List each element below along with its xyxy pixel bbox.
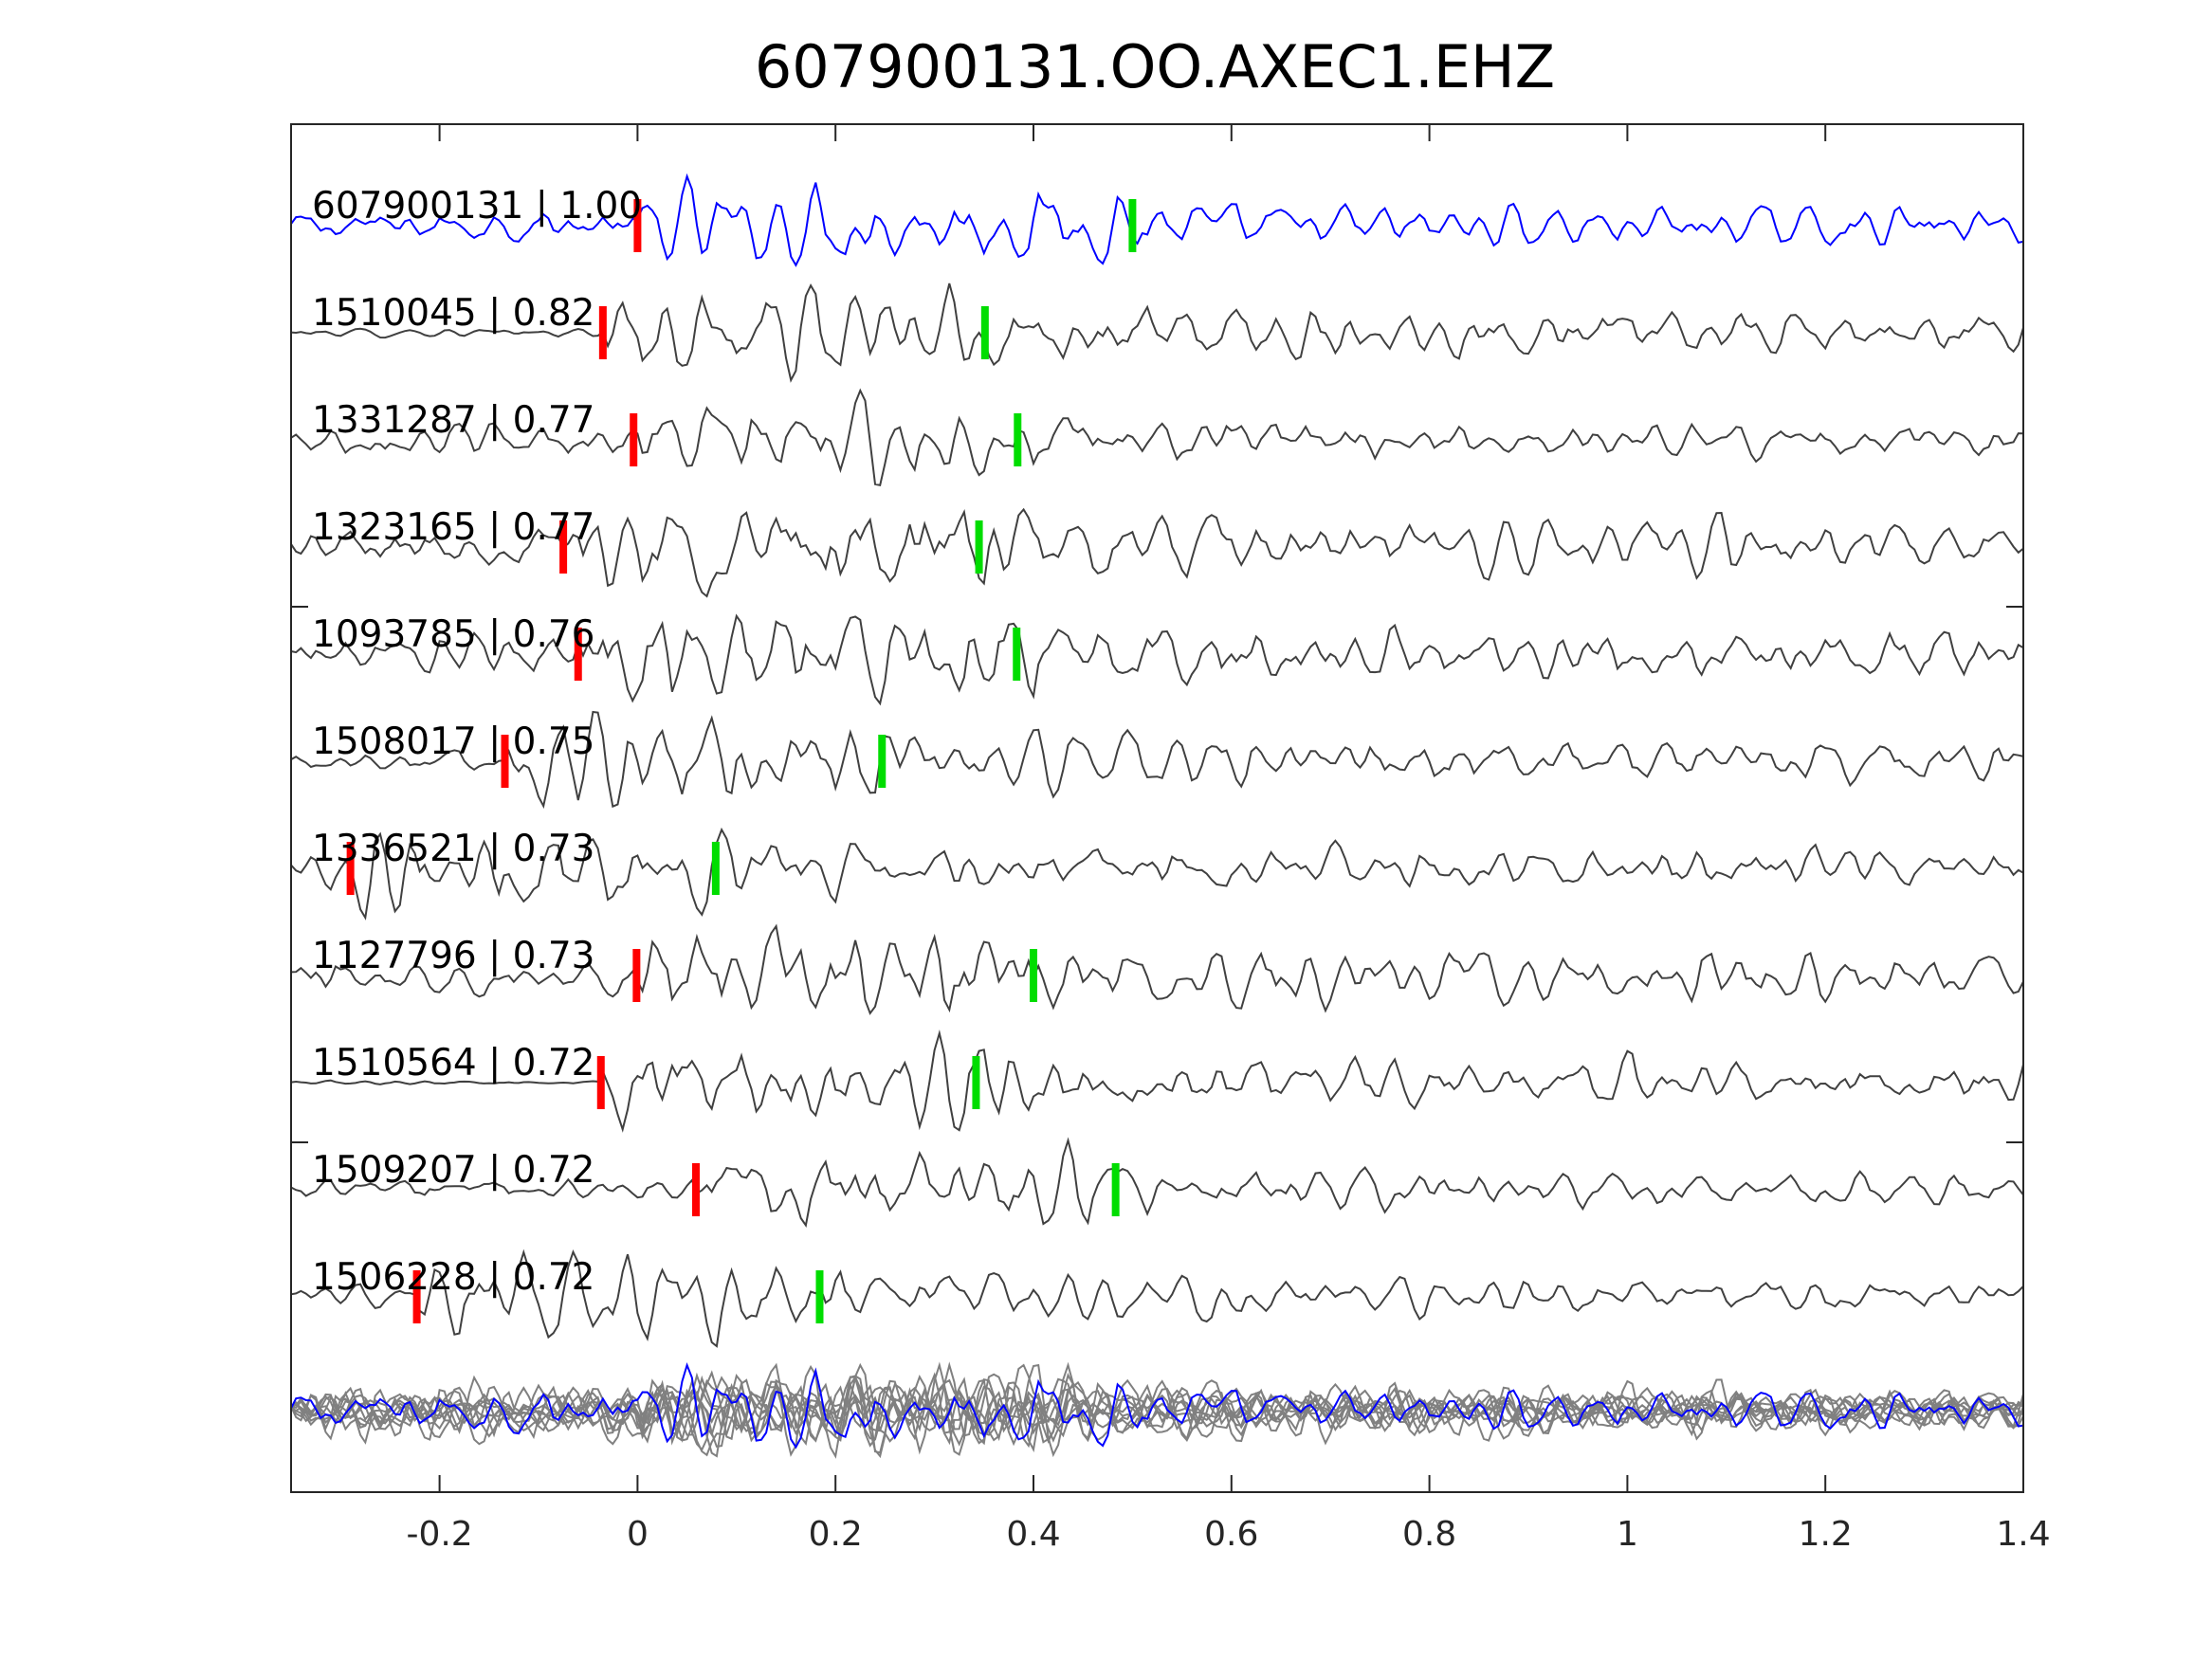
x-tick-label: 1 — [1617, 1515, 1638, 1554]
x-tick-label: 1.2 — [1799, 1515, 1853, 1554]
stack-overlay — [290, 1361, 2024, 1459]
traces — [290, 173, 2024, 1348]
waveform-trace — [290, 1137, 2024, 1229]
waveform-trace — [290, 923, 2024, 1015]
trace-label: 1509207 | 0.72 — [312, 1149, 594, 1192]
chart-title: 607900131.OO.AXEC1.EHZ — [755, 32, 1555, 101]
trace-labels: 607900131 | 1.00 1510045 | 0.82 1331287 | … — [312, 185, 642, 1299]
trace-label: 1508017 | 0.75 — [312, 720, 594, 763]
waveform-trace — [290, 388, 2024, 486]
stack-trace — [290, 1363, 2024, 1457]
x-tick-label: 1.4 — [1996, 1515, 2050, 1554]
x-tick-label: 0.8 — [1402, 1515, 1456, 1554]
stack-template-trace — [290, 1361, 2024, 1449]
axes-box — [290, 123, 2024, 1493]
waveform-trace — [290, 283, 2024, 383]
waveform-trace — [290, 1249, 2024, 1348]
waveform-trace — [290, 710, 2024, 810]
stack-trace — [290, 1361, 2024, 1456]
x-tick-label: 0.6 — [1204, 1515, 1258, 1554]
stack-trace — [290, 1362, 2024, 1448]
x-tick-label: 0.2 — [809, 1515, 863, 1554]
waveform-trace — [290, 507, 2024, 598]
trace-label: 1506228 | 0.72 — [312, 1256, 594, 1299]
x-tick-label: 0.4 — [1006, 1515, 1060, 1554]
x-tick-label: -0.2 — [406, 1515, 472, 1554]
x-axis: -0.2 0 0.2 0.4 0.6 0.8 1 1.2 1.4 — [291, 124, 2051, 1554]
stack-trace — [290, 1363, 2024, 1458]
trace-label: 1093785 | 0.76 — [312, 613, 594, 656]
trace-label: 1336521 | 0.73 — [312, 828, 594, 870]
waveform-trace — [290, 1030, 2024, 1133]
x-tick-label: 0 — [627, 1515, 649, 1554]
waveform-trace — [290, 827, 2024, 921]
waveform-trace — [290, 173, 2024, 267]
trace-label: 1331287 | 0.77 — [312, 399, 594, 442]
trace-label: 607900131 | 1.00 — [312, 185, 642, 228]
trace-label: 1510045 | 0.82 — [312, 292, 594, 335]
trace-label: 1510564 | 0.72 — [312, 1042, 594, 1085]
trace-label: 1323165 | 0.77 — [312, 506, 594, 549]
stack-trace — [290, 1372, 2024, 1458]
trace-label: 1127796 | 0.73 — [312, 935, 594, 977]
